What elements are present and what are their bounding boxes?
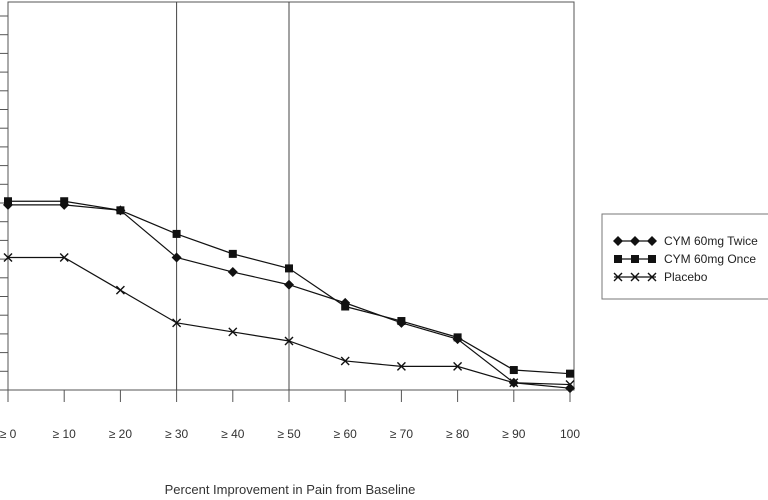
reference-lines	[176, 2, 290, 390]
x-marker-stroke	[284, 336, 294, 346]
data-point	[341, 302, 350, 311]
x-marker-stroke	[172, 318, 182, 328]
x-marker-stroke	[565, 380, 575, 390]
data-point	[647, 272, 657, 282]
data-point	[397, 317, 406, 326]
data-point	[228, 249, 237, 258]
x-marker-stroke	[340, 356, 350, 366]
data-point	[614, 255, 622, 263]
data-point	[171, 252, 182, 263]
data-point	[396, 361, 406, 371]
data-point	[172, 318, 182, 328]
data-point	[566, 369, 574, 378]
data-point	[565, 380, 575, 390]
data-point	[227, 267, 238, 278]
data-point	[509, 366, 518, 375]
data-point	[613, 236, 623, 246]
x-marker-stroke	[630, 272, 640, 282]
data-point	[631, 255, 639, 263]
data-point	[284, 336, 294, 346]
x-marker-stroke	[59, 253, 69, 262]
x-tick-label: ≥ 30	[165, 427, 189, 441]
x-marker-stroke	[396, 361, 406, 371]
x-tick-label: 100	[560, 427, 580, 441]
x-tick-label: ≥ 10	[53, 427, 77, 441]
data-point	[613, 272, 623, 282]
x-tick-label: ≥ 0	[0, 427, 17, 441]
plot-area	[7, 1, 575, 391]
data-point	[453, 361, 463, 371]
data-point	[4, 197, 12, 206]
legend-entry: CYM 60mg Once	[614, 252, 756, 266]
data-point	[60, 197, 69, 206]
data-point	[453, 333, 462, 342]
legend-label: Placebo	[664, 270, 708, 284]
x-tick-label: ≥ 40	[221, 427, 245, 441]
data-point	[509, 378, 519, 388]
plot-frame	[7, 1, 575, 391]
data-point	[284, 279, 294, 290]
x-marker-stroke	[509, 378, 519, 388]
data-point	[3, 253, 13, 262]
x-tick-label: ≥ 20	[109, 427, 133, 441]
data-point	[116, 206, 125, 215]
series-layer	[3, 197, 575, 394]
x-tick-label: ≥ 80	[446, 427, 470, 441]
data-point	[228, 327, 238, 337]
series	[4, 197, 574, 378]
x-axis: ≥ 0 ≥ 10 ≥ 20 ≥ 30 ≥ 40 ≥ 50 ≥ 60 ≥ 70 ≥ 80 ≥ 90 1…	[0, 390, 580, 441]
x-tick-label: ≥ 90	[502, 427, 526, 441]
x-marker-stroke	[453, 361, 463, 371]
data-point	[59, 253, 69, 262]
x-marker-stroke	[115, 285, 125, 295]
x-tick-label: ≥ 50	[277, 427, 301, 441]
x-marker-stroke	[228, 327, 238, 337]
x-marker-stroke	[647, 272, 657, 282]
data-point	[172, 229, 181, 238]
data-point	[648, 255, 656, 263]
legend-entry: Placebo	[613, 270, 708, 284]
legend-label: CYM 60mg Twice	[664, 234, 758, 248]
y-axis-ticks	[0, 15, 8, 391]
data-point	[115, 285, 125, 295]
data-point	[340, 356, 350, 366]
data-point	[647, 236, 657, 246]
data-point	[285, 264, 293, 273]
x-tick-label: ≥ 70	[390, 427, 414, 441]
data-point	[565, 383, 575, 394]
data-point	[630, 272, 640, 282]
x-marker-stroke	[613, 272, 623, 282]
legend-label: CYM 60mg Once	[664, 252, 756, 266]
legend-box	[601, 213, 768, 300]
x-marker-stroke	[3, 253, 13, 262]
x-axis-title: Percent Improvement in Pain from Baselin…	[165, 482, 416, 497]
legend: CYM 60mg Twice CYM 60mg Once Placebo	[601, 213, 768, 300]
legend-entry: CYM 60mg Twice	[613, 234, 758, 248]
x-tick-label: ≥ 60	[334, 427, 358, 441]
series	[3, 253, 575, 390]
data-point	[630, 236, 640, 246]
